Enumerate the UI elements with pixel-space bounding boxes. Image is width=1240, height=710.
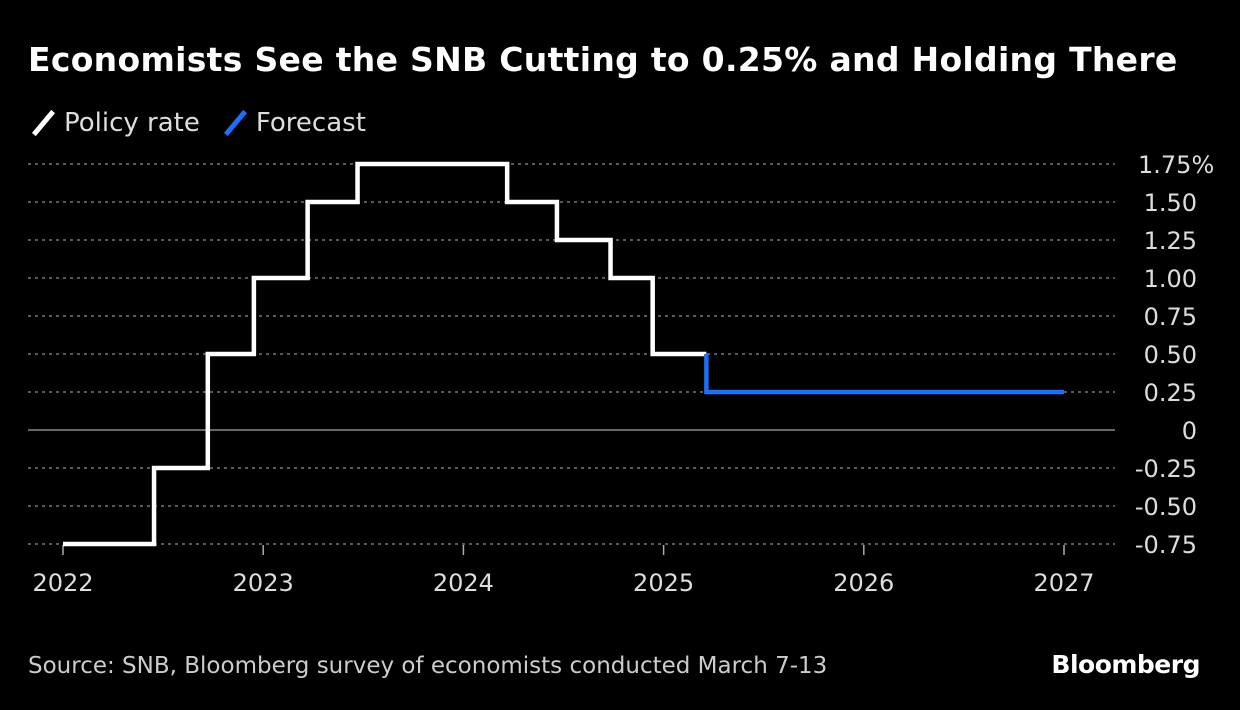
y-tick-label: 1.75% bbox=[1138, 151, 1214, 179]
x-tick-label: 2022 bbox=[32, 569, 93, 597]
x-tick-label: 2025 bbox=[633, 569, 694, 597]
legend-item-policy-rate: Policy rate bbox=[30, 108, 200, 138]
legend: Policy rate Forecast bbox=[30, 108, 388, 138]
bloomberg-logo: Bloomberg bbox=[1051, 650, 1200, 679]
legend-label: Policy rate bbox=[64, 108, 200, 138]
y-tick-label: -0.75 bbox=[1135, 531, 1197, 559]
y-tick-label: 1.50 bbox=[1144, 189, 1197, 217]
chart-title: Economists See the SNB Cutting to 0.25% … bbox=[28, 40, 1178, 79]
legend-item-forecast: Forecast bbox=[222, 108, 366, 138]
y-tick-label: 1.25 bbox=[1144, 227, 1197, 255]
legend-label: Forecast bbox=[255, 108, 366, 138]
y-tick-label: 0 bbox=[1182, 417, 1197, 445]
y-tick-label: -0.50 bbox=[1135, 493, 1197, 521]
x-tick-label: 2027 bbox=[1033, 569, 1094, 597]
source-note: Source: SNB, Bloomberg survey of economi… bbox=[28, 653, 828, 679]
y-tick-label: 0.50 bbox=[1144, 341, 1197, 369]
y-tick-label: -0.25 bbox=[1135, 455, 1197, 483]
series-line-policy-rate bbox=[63, 161, 707, 547]
x-tick-label: 2023 bbox=[233, 569, 294, 597]
series-line-forecast bbox=[704, 354, 1064, 395]
x-tick-label: 2024 bbox=[433, 569, 494, 597]
y-tick-label: 0.75 bbox=[1144, 303, 1197, 331]
x-tick-label: 2026 bbox=[833, 569, 894, 597]
y-tick-label: 0.25 bbox=[1144, 379, 1197, 407]
y-tick-label: 1.00 bbox=[1144, 265, 1197, 293]
